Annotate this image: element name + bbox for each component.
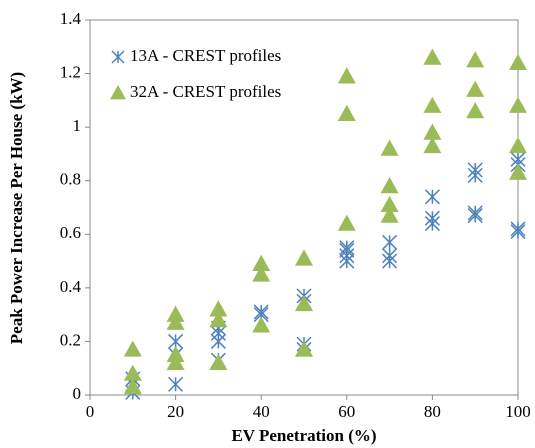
plot-frame (89, 19, 519, 396)
y-tick-label: 1 (73, 116, 82, 135)
point (382, 234, 398, 250)
point (209, 300, 228, 317)
point (252, 265, 271, 282)
point (424, 210, 440, 226)
legend-label: 13A - CREST profiles (130, 46, 281, 65)
point (166, 305, 185, 322)
point (509, 53, 527, 71)
point (509, 96, 527, 113)
point (252, 316, 271, 333)
x-tick-label: 20 (167, 402, 184, 421)
x-tick-label: 100 (505, 402, 531, 421)
point (466, 80, 485, 97)
point (466, 51, 485, 68)
point (423, 48, 442, 65)
point (337, 104, 356, 121)
point (424, 189, 440, 205)
legend-marker (110, 85, 126, 100)
point (295, 249, 313, 266)
point (509, 136, 527, 154)
point (209, 353, 228, 371)
x-tick-label: 40 (253, 402, 270, 421)
y-tick-label: 1.2 (60, 62, 81, 81)
point (337, 67, 356, 84)
point (295, 294, 313, 312)
point (166, 345, 185, 363)
y-tick-label: 0 (73, 384, 82, 403)
point (337, 214, 356, 231)
point (209, 311, 228, 328)
y-tick-label: 1.4 (60, 9, 82, 28)
point (123, 377, 142, 395)
point (466, 102, 485, 119)
point (423, 123, 442, 140)
point (295, 340, 313, 357)
point (380, 177, 399, 194)
point (380, 139, 399, 156)
point (380, 195, 399, 213)
point (168, 376, 184, 392)
y-tick-label: 0.8 (60, 170, 81, 189)
point (382, 248, 398, 264)
x-tick-label: 0 (86, 402, 95, 421)
x-tick-label: 60 (338, 402, 355, 421)
point (339, 240, 355, 256)
point (423, 136, 442, 154)
legend-marker (111, 50, 125, 64)
point (467, 205, 483, 221)
y-tick-label: 0.6 (60, 223, 81, 242)
x-axis-title: EV Penetration (%) (231, 426, 376, 445)
point (123, 340, 142, 357)
x-tick-label: 80 (424, 402, 441, 421)
point (509, 163, 527, 180)
y-axis-title: Peak Power Increase Per House (kW) (7, 72, 26, 344)
point (123, 364, 142, 381)
point (510, 221, 526, 237)
point (380, 206, 399, 223)
point (252, 254, 271, 271)
y-tick-label: 0.4 (60, 277, 82, 296)
point (467, 162, 483, 178)
y-tick-label: 0.2 (60, 330, 81, 349)
point (423, 96, 442, 113)
legend-label: 32A - CREST profiles (130, 82, 281, 101)
